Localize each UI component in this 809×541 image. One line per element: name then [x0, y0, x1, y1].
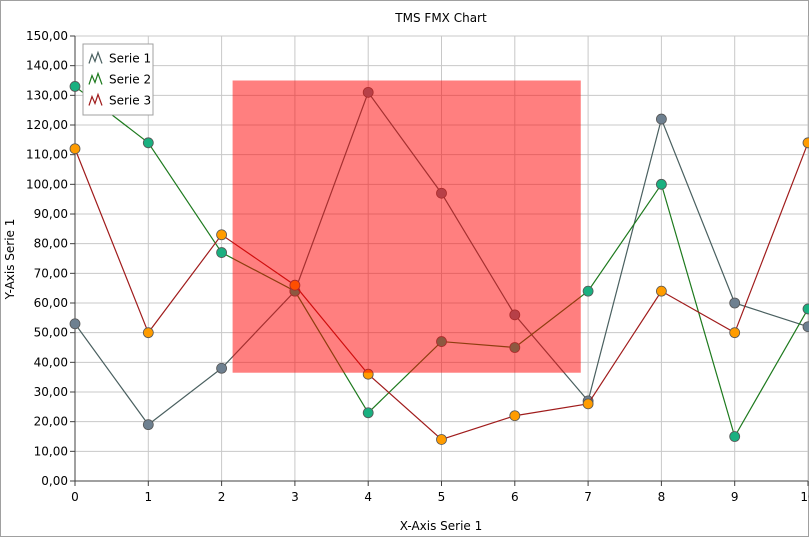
y-tick-label: 60,00 — [34, 296, 68, 310]
data-point — [69, 143, 81, 155]
x-tick-label: 0 — [71, 490, 79, 504]
data-point — [69, 81, 81, 92]
y-tick-label: 70,00 — [34, 266, 68, 280]
y-tick-label: 0,00 — [41, 474, 68, 488]
highlight-region — [232, 80, 581, 373]
x-axis-label: X-Axis Serie 1 — [400, 519, 483, 533]
data-point — [142, 327, 154, 339]
y-axis-label: Y-Axis Serie 1 — [3, 219, 17, 301]
data-point — [656, 285, 667, 297]
data-point — [729, 327, 741, 339]
data-point — [656, 113, 667, 125]
legend-label: Serie 2 — [109, 73, 151, 87]
data-point — [802, 137, 809, 149]
y-tick-label: 110,00 — [26, 148, 68, 162]
x-tick-label: 4 — [364, 490, 372, 504]
y-tick-label: 30,00 — [34, 385, 68, 399]
data-point — [729, 297, 741, 309]
y-tick-label: 40,00 — [34, 355, 68, 369]
data-point — [582, 285, 594, 297]
legend: Serie 1 Serie 2 Serie 3 — [82, 43, 154, 116]
data-point — [142, 137, 154, 149]
y-tick-label: 20,00 — [34, 415, 68, 429]
y-tick-label: 90,00 — [34, 207, 68, 221]
y-tick-label: 150,00 — [26, 29, 68, 43]
data-point — [142, 419, 154, 431]
data-point — [216, 362, 228, 374]
x-tick-label: 9 — [731, 490, 739, 504]
y-tick-label: 120,00 — [26, 118, 68, 132]
data-point — [729, 431, 741, 442]
chart-title: TMS FMX Chart — [394, 11, 487, 25]
legend-line-icon — [88, 71, 103, 85]
x-tick-label: 3 — [291, 490, 299, 504]
x-tick-label: 2 — [218, 490, 226, 504]
legend-line-icon — [88, 50, 103, 64]
data-point — [436, 434, 447, 445]
x-tick-label: 7 — [584, 490, 592, 504]
y-tick-label: 130,00 — [26, 88, 68, 102]
x-tick-label: 8 — [658, 490, 666, 504]
x-tick-label: 5 — [438, 490, 446, 504]
data-point — [362, 407, 374, 419]
data-point — [802, 321, 809, 333]
legend-label: Serie 1 — [109, 52, 151, 66]
series-3 — [69, 137, 809, 445]
x-tick-label: 6 — [511, 490, 519, 504]
axes — [70, 35, 809, 486]
tick-labels: 0,00 10,00 20,00 30,00 40,00 50,00 60,00 70,00 8… — [26, 29, 809, 504]
x-tick-label: 1 — [144, 490, 152, 504]
y-tick-label: 140,00 — [26, 59, 68, 73]
data-point — [802, 303, 809, 315]
data-point — [216, 247, 228, 258]
data-point — [656, 178, 667, 190]
legend-label: Serie 3 — [109, 94, 151, 108]
x-tick-label: 10 — [800, 490, 809, 504]
highlight-group — [232, 80, 581, 373]
data-point — [69, 318, 81, 330]
data-point — [509, 410, 521, 422]
y-tick-label: 100,00 — [26, 177, 68, 191]
data-point — [216, 229, 228, 241]
y-tick-label: 80,00 — [34, 237, 68, 251]
y-tick-label: 10,00 — [34, 444, 68, 458]
data-point — [582, 398, 594, 410]
legend-line-icon — [88, 92, 103, 106]
y-tick-label: 50,00 — [34, 326, 68, 340]
